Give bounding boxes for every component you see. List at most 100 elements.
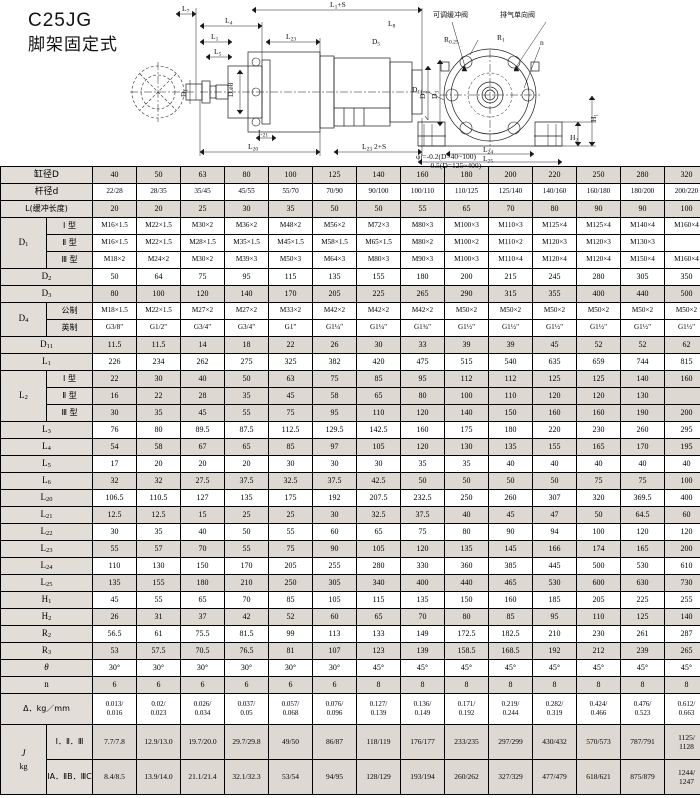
cell-100: 175 [268, 489, 313, 507]
cell-140: 105 [356, 438, 401, 456]
cell-250: 120 [576, 387, 621, 405]
dim-label-l1s: L1+S [330, 0, 346, 11]
cell-140: 110 [356, 404, 401, 422]
cell-80: M36×2 [224, 217, 269, 235]
cell-160: 95 [400, 370, 445, 388]
cell-180: 140 [444, 404, 489, 422]
cell-100: M33×2 [268, 302, 313, 320]
cell-180: M100×2 [444, 234, 489, 252]
cell-j1-220: 430/432 [532, 724, 577, 760]
cell-280: 64.5 [620, 506, 665, 524]
tolerance-prefix: φj= [416, 152, 427, 161]
cell-63: 127 [180, 489, 225, 507]
cell-125: 50 [312, 200, 357, 218]
cell-125: 30 [312, 506, 357, 524]
cell-160: 400 [400, 574, 445, 592]
cell-40: 80 [92, 285, 137, 303]
cell-40: 106.5 [92, 489, 137, 507]
cell-50: 22 [136, 387, 181, 405]
cell-63: 20 [180, 455, 225, 473]
cylinder-drawing-svg: L7 L1+S L4 L1 L5 L23 L21 L20 L23 2+S D.e… [130, 0, 600, 166]
cell-80: 45/55 [224, 183, 269, 201]
cell-160: 33 [400, 336, 445, 354]
cell-200: 182.5 [488, 625, 533, 643]
cell-100: 75 [268, 540, 313, 558]
cell-200: 145 [488, 540, 533, 558]
cell-j1-140: 118/119 [356, 724, 401, 760]
label-d1-type-1: Ⅰ 型 [46, 217, 93, 235]
cell-100: 100 [268, 166, 313, 184]
cell-100: 22 [268, 336, 313, 354]
cell-160: 50 [400, 472, 445, 490]
cell-40: 76 [92, 421, 137, 439]
cell-125: 30 [312, 455, 357, 473]
cell-50: 50 [136, 166, 181, 184]
cell-250: 52 [576, 336, 621, 354]
label-l2: L2 [0, 370, 47, 422]
table-row: n666666888888881010 [0, 676, 700, 694]
cell-320: 62 [664, 336, 700, 354]
cell-40: 55 [92, 540, 137, 558]
cell-280: G1½" [620, 319, 665, 337]
cell-40: 30° [92, 659, 137, 677]
cell-100: 81 [268, 642, 313, 660]
cell-63: 89.5 [180, 421, 225, 439]
cell-80: 55 [224, 404, 269, 422]
table-row: θ 30° 30° 30° 30° 30° 30° 45° 45° 45° 45° 45° 45° 45°… [0, 659, 700, 677]
label-l2-type-1: Ⅰ 型 [46, 370, 93, 388]
cell-100: 63 [268, 370, 313, 388]
cell-320: 500 [664, 285, 700, 303]
cell-63: 25 [180, 200, 225, 218]
cell-160: 8 [400, 676, 445, 694]
cell-180: 110/125 [444, 183, 489, 201]
cell-320: 45° [664, 659, 700, 677]
cell-140: 225 [356, 285, 401, 303]
cell-125: 58 [312, 387, 357, 405]
cell-180: 80 [444, 523, 489, 541]
cell-125: 90 [312, 540, 357, 558]
cell-80: 37.5 [224, 472, 269, 490]
cell-63: 30° [180, 659, 225, 677]
dim-label-n: n [540, 38, 544, 47]
cell-40: 12.5 [92, 506, 137, 524]
cell-delta-140: 0.127/0.139 [356, 693, 401, 725]
cell-40: 26 [92, 608, 137, 626]
cell-80: 275 [224, 353, 269, 371]
cell-250: 320 [576, 489, 621, 507]
cell-j1-80: 29.7/29.8 [224, 724, 269, 760]
cell-40: M16×1.5 [92, 217, 137, 235]
dim-label-h2: H2 [570, 133, 578, 144]
cell-140: 65 [356, 523, 401, 541]
cell-200: 45 [488, 506, 533, 524]
cell-50: 61 [136, 625, 181, 643]
cell-100: M48×2 [268, 217, 313, 235]
cell-40: 50 [92, 268, 137, 286]
cell-delta-280: 0.476/0.523 [620, 693, 665, 725]
cell-220: 8 [532, 676, 577, 694]
dim-label-l23s: L23 2+S [362, 142, 386, 153]
cell-63: 15 [180, 506, 225, 524]
cell-160: M80×3 [400, 217, 445, 235]
cell-125: 255 [312, 557, 357, 575]
table-row: L3 76 80 89.5 87.5 112.5 129.5 142.5 160 175 180 22… [0, 421, 700, 439]
table-row: R2 56.5 61 75.5 81.5 99 113 133 149 172.5 182.5 210… [0, 625, 700, 643]
cell-140: 65 [356, 608, 401, 626]
cell-50: 6 [136, 676, 181, 694]
cell-280: 261 [620, 625, 665, 643]
cell-j1-250: 570/573 [576, 724, 621, 760]
label-h1: H1 [0, 591, 93, 609]
cell-180: 250 [444, 489, 489, 507]
cell-63: 75.5 [180, 625, 225, 643]
cell-320: 140 [664, 608, 700, 626]
cell-320: 610 [664, 557, 700, 575]
cell-j1-40: 7.7/7.8 [92, 724, 137, 760]
cell-280: M140×4 [620, 217, 665, 235]
cell-140: 142.5 [356, 421, 401, 439]
cell-160: 100/110 [400, 183, 445, 201]
cell-50: G1/2" [136, 319, 181, 337]
cell-200: 180 [488, 421, 533, 439]
table-row: 杆径d 22/28 28/35 35/45 45/55 55/70 70/90 90/100 1… [0, 183, 700, 201]
cell-250: 40 [576, 455, 621, 473]
specification-table: 缸径D 40 50 63 80 100 125 140 160 180 200 220 250 280 32… [0, 166, 700, 795]
cell-320: M50×2 [664, 302, 700, 320]
